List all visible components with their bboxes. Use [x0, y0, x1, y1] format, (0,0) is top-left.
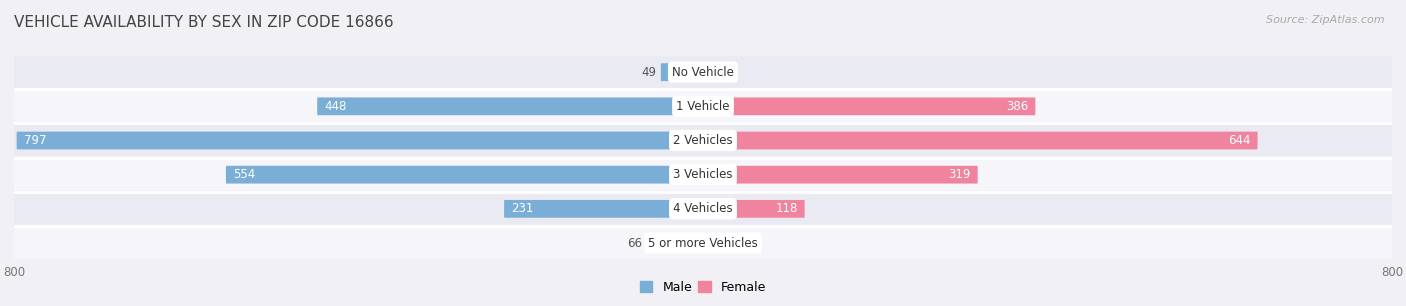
Text: 554: 554: [233, 168, 254, 181]
FancyBboxPatch shape: [505, 200, 703, 218]
FancyBboxPatch shape: [703, 166, 977, 184]
Text: 6: 6: [713, 66, 720, 79]
Text: 3 Vehicles: 3 Vehicles: [673, 168, 733, 181]
Text: 118: 118: [775, 202, 797, 215]
FancyBboxPatch shape: [703, 132, 1257, 149]
Text: 5 or more Vehicles: 5 or more Vehicles: [648, 237, 758, 249]
FancyBboxPatch shape: [14, 125, 1392, 156]
Text: 644: 644: [1229, 134, 1251, 147]
FancyBboxPatch shape: [17, 132, 703, 149]
FancyBboxPatch shape: [661, 63, 703, 81]
FancyBboxPatch shape: [14, 193, 1392, 225]
Text: Source: ZipAtlas.com: Source: ZipAtlas.com: [1267, 15, 1385, 25]
FancyBboxPatch shape: [14, 159, 1392, 190]
Text: No Vehicle: No Vehicle: [672, 66, 734, 79]
Text: 30: 30: [733, 237, 748, 249]
FancyBboxPatch shape: [647, 234, 703, 252]
Text: 1 Vehicle: 1 Vehicle: [676, 100, 730, 113]
FancyBboxPatch shape: [14, 91, 1392, 122]
FancyBboxPatch shape: [14, 227, 1392, 259]
FancyBboxPatch shape: [703, 234, 728, 252]
Text: 448: 448: [323, 100, 346, 113]
FancyBboxPatch shape: [318, 97, 703, 115]
Text: 4 Vehicles: 4 Vehicles: [673, 202, 733, 215]
FancyBboxPatch shape: [703, 63, 709, 81]
Text: VEHICLE AVAILABILITY BY SEX IN ZIP CODE 16866: VEHICLE AVAILABILITY BY SEX IN ZIP CODE …: [14, 15, 394, 30]
Text: 2 Vehicles: 2 Vehicles: [673, 134, 733, 147]
FancyBboxPatch shape: [14, 56, 1392, 88]
Legend: Male, Female: Male, Female: [636, 276, 770, 299]
Text: 319: 319: [949, 168, 970, 181]
Text: 66: 66: [627, 237, 643, 249]
FancyBboxPatch shape: [226, 166, 703, 184]
Text: 49: 49: [641, 66, 657, 79]
Text: 386: 386: [1007, 100, 1029, 113]
FancyBboxPatch shape: [703, 200, 804, 218]
Text: 231: 231: [510, 202, 533, 215]
FancyBboxPatch shape: [703, 97, 1035, 115]
Text: 797: 797: [24, 134, 46, 147]
